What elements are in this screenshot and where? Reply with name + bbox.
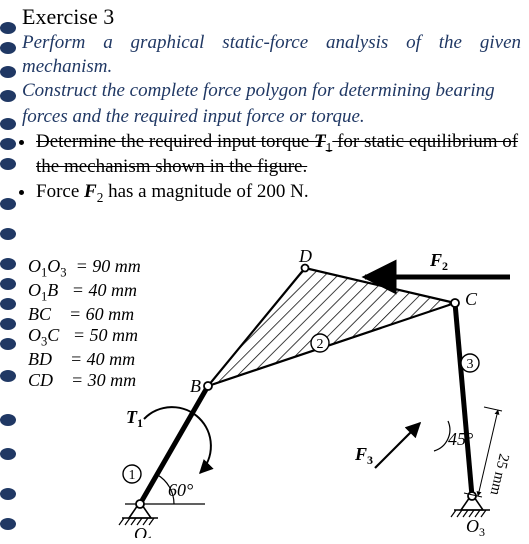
bullet-1-symbol: T [314,131,326,152]
bullet-2-symbol: F [84,181,97,202]
margin-dot [0,22,16,34]
svg-text:1: 1 [129,468,136,483]
svg-text:O1: O1 [134,524,153,538]
svg-text:60°: 60° [168,480,193,500]
margin-dot [0,118,16,130]
margin-dot [0,488,16,500]
svg-text:F2: F2 [429,250,448,273]
bullet-2-text-b: has a magnitude of 200 N. [103,181,308,202]
svg-text:O3: O3 [466,516,485,538]
margin-dot [0,414,16,426]
margin-dot [0,228,16,240]
margin-dot [0,278,16,290]
margin-dot [0,90,16,102]
margin-dot [0,518,16,530]
svg-text:25 mm: 25 mm [486,452,511,497]
margin-dot [0,298,16,310]
margin-dot [0,138,16,150]
construct-line-2: forces and the required input force or t… [22,106,521,128]
bullet-list: Determine the required input torque T1 f… [22,131,521,205]
construct-line-1: Construct the complete force polygon for… [22,80,521,102]
bullet-1-text-a: Determine the required input torque [36,131,314,152]
margin-dot [0,370,16,382]
svg-text:45°: 45° [448,429,473,449]
mechanism-figure: 1 2 3 25 mm B C D O1 O3 T1 F2 F3 60° 45° [110,248,520,538]
bullet-2-text-a: Force [36,181,84,202]
margin-dot [0,42,16,54]
svg-text:F3: F3 [354,444,373,467]
svg-text:D: D [298,248,312,266]
margin-dot [0,198,16,210]
bullet-1: Determine the required input torque T1 f… [36,131,521,179]
margin-dot [0,66,16,78]
intro-line-1: Perform a graphical static-force analysi… [22,32,521,54]
svg-text:C: C [465,289,478,309]
bullet-2: Force F2 has a magnitude of 200 N. [36,181,521,206]
svg-text:T1: T1 [126,407,143,430]
margin-dot [0,318,16,330]
exercise-title: Exercise 3 [22,4,521,30]
svg-text:B: B [190,376,201,396]
margin-dot [0,158,16,170]
margin-dot [0,258,16,270]
margin-dot [0,448,16,460]
margin-dot [0,338,16,350]
svg-text:2: 2 [317,337,324,352]
intro-line-2: mechanism. [22,56,521,78]
svg-text:3: 3 [467,357,474,372]
